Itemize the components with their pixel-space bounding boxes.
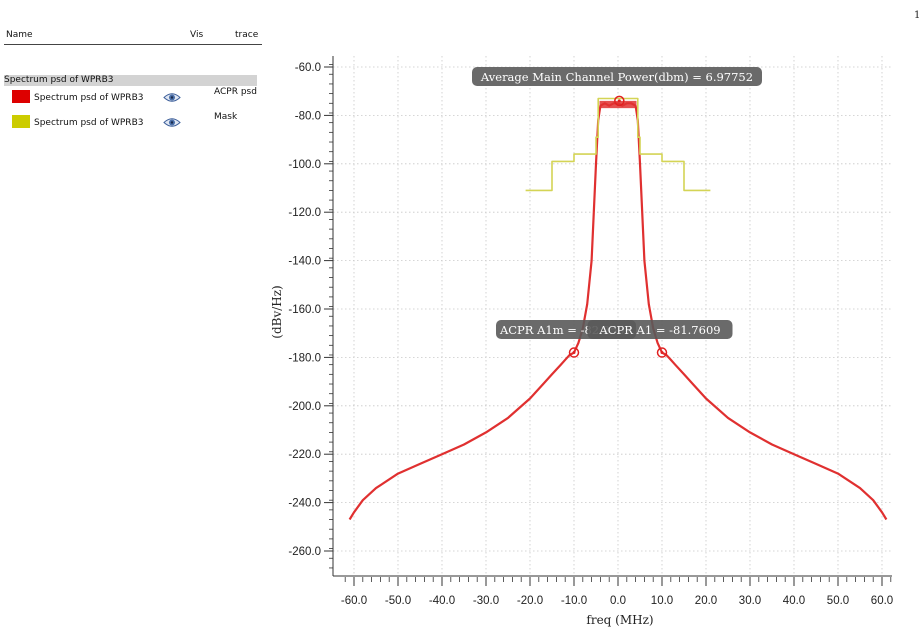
header-vis: Vis <box>190 30 204 40</box>
grid <box>333 56 892 576</box>
mask-color-swatch <box>12 115 30 128</box>
eye-icon[interactable] <box>163 117 181 128</box>
legend-row-trace: ACPR psd <box>214 87 257 97</box>
y-tick-label: -180.0 <box>288 352 321 364</box>
x-tick-label: 10.0 <box>651 595 673 607</box>
x-tick-label: -30.0 <box>473 595 499 607</box>
x-tick-label: 30.0 <box>739 595 761 607</box>
header-trace: trace <box>235 30 259 40</box>
marker-callout-label: Average Main Channel Power(dbm) = 6.9775… <box>480 70 753 84</box>
x-axis-label: freq (MHz) <box>586 613 653 627</box>
x-tick-label: 40.0 <box>783 595 805 607</box>
y-tick-label: -160.0 <box>288 304 321 316</box>
y-tick-label: -80.0 <box>295 110 321 122</box>
y-tick-label: -120.0 <box>288 207 321 219</box>
eye-icon[interactable] <box>163 92 181 103</box>
mask-trace <box>525 97 711 192</box>
marker-point <box>656 347 668 358</box>
page-number: 1 <box>914 10 921 21</box>
y-tick-label: -140.0 <box>288 256 321 268</box>
y-tick-label: -100.0 <box>288 159 321 171</box>
y-tick-label: -260.0 <box>288 546 321 558</box>
marker-dot <box>660 351 664 355</box>
x-tick-label: -50.0 <box>385 595 411 607</box>
marker-point <box>614 95 625 107</box>
x-tick-label: -20.0 <box>517 595 543 607</box>
marker-point <box>568 347 580 358</box>
x-tick-label: 20.0 <box>695 595 717 607</box>
legend-group[interactable]: Spectrum psd of WPRB3 <box>4 75 257 86</box>
tick-labels: -60.0 -80.0 -100.0 -120.0 -140.0 -160.0 -180.0… <box>288 62 893 607</box>
y-tick-label: -240.0 <box>288 498 321 510</box>
x-tick-label: 50.0 <box>827 595 849 607</box>
header-name: Name <box>6 30 33 40</box>
y-axis-label: (dBv/Hz) <box>270 285 284 338</box>
legend-row-label: Spectrum psd of WPRB3 <box>34 118 144 128</box>
marker-dot <box>617 99 621 103</box>
header-divider <box>4 44 262 45</box>
y-tick-label: -60.0 <box>295 62 321 74</box>
y-tick-label: -220.0 <box>288 449 321 461</box>
x-tick-label: -10.0 <box>561 595 587 607</box>
marker-callout-box <box>472 67 762 86</box>
marker-callout-label: ACPR A1 = -81.7609 <box>598 323 720 337</box>
legend-panel: Name Vis trace Spectrum psd of WPRB3 Spe… <box>0 0 262 300</box>
marker-dot <box>572 351 576 355</box>
x-tick-label: 60.0 <box>871 595 893 607</box>
x-tick-label: -40.0 <box>429 595 455 607</box>
legend-row-acpr[interactable]: Spectrum psd of WPRB3 ACPR psd <box>0 87 262 106</box>
legend-row-trace: Mask <box>214 112 238 122</box>
marker-callout-box <box>587 320 733 339</box>
x-tick-label: 0.0 <box>610 595 626 607</box>
legend-row-mask[interactable]: Spectrum psd of WPRB3 Mask <box>0 112 262 131</box>
x-tick-label: -60.0 <box>341 595 367 607</box>
acpr-color-swatch <box>12 90 30 103</box>
axes <box>324 56 892 586</box>
legend-row-label: Spectrum psd of WPRB3 <box>34 93 144 103</box>
y-tick-label: -200.0 <box>288 401 321 413</box>
markers: Average Main Channel Power(dbm) = 6.9775… <box>472 67 762 358</box>
